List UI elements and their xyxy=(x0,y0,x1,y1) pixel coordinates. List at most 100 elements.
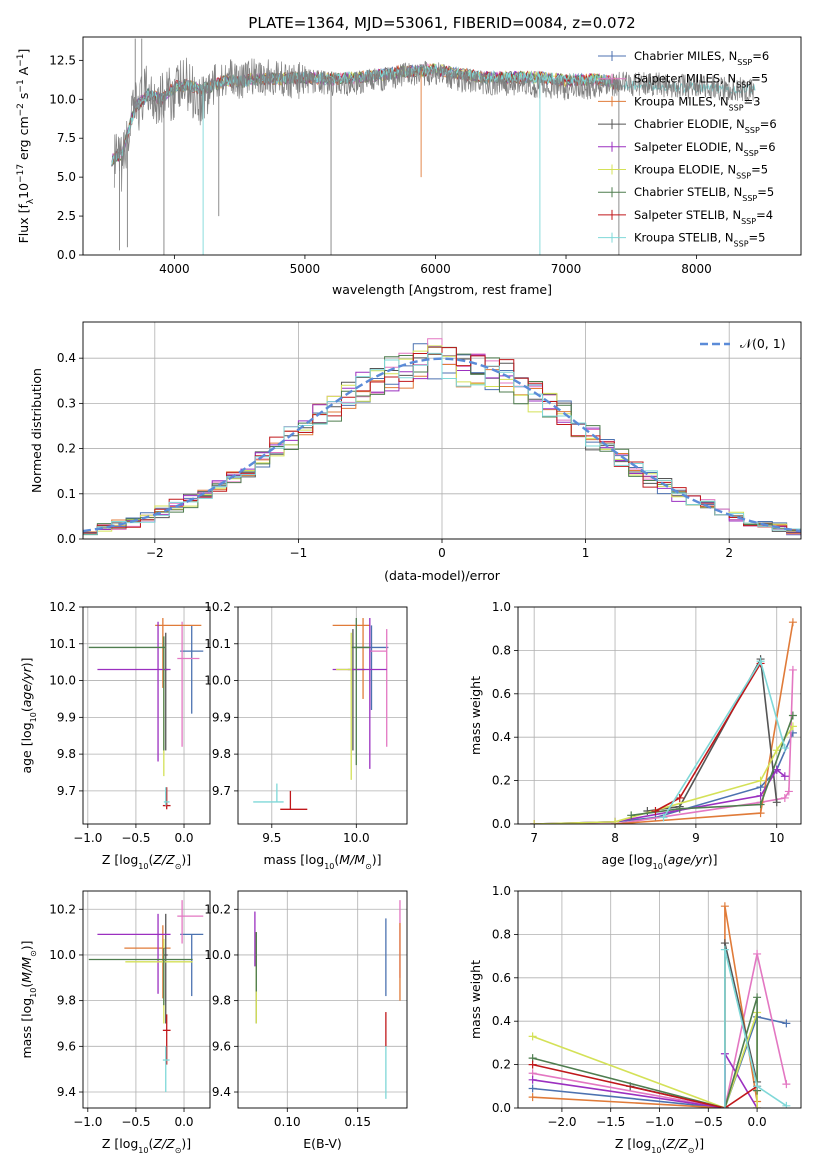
x-tick-label: 4000 xyxy=(159,262,190,276)
chart-age_vs_Z: −1.0 −0.5 0.0 9.7 9.8 9.9 10.0 10.1 10.2 Z [log10… xyxy=(19,600,211,871)
y-tick-label: 0.3 xyxy=(57,396,76,410)
data-layer xyxy=(83,338,801,538)
chart-weight_vs_Z: −2.0 −1.5 −1.0 −0.5 0.0 0.0 0.2 0.4 0.6 0.8 1.0 Z [… xyxy=(468,884,802,1155)
weight-marker-1 xyxy=(782,1080,791,1089)
y-tick-label: 0.0 xyxy=(492,1101,511,1115)
chart-spectrum: 4000 5000 6000 7000 8000 0.0 2.5 5.0 7.5 10.0 12.5… xyxy=(16,36,802,297)
x-tick-label: 7000 xyxy=(551,262,582,276)
axes-frame xyxy=(82,606,211,825)
x-tick-label: −0.5 xyxy=(121,831,150,845)
weight-marker-7 xyxy=(651,806,660,815)
weight-marker-8 xyxy=(782,1101,791,1108)
x-tick-label: 7 xyxy=(530,831,538,845)
y-tick-label: 0.2 xyxy=(492,774,511,788)
y-tick-label: 2.5 xyxy=(57,209,76,223)
y-tick-label: 9.8 xyxy=(212,747,231,761)
legend-entry-2: Kroupa MILES, NSSP=3 xyxy=(634,94,760,112)
x-axis-label: wavelength [Angstrom, rest frame] xyxy=(332,282,552,297)
weight-line-7 xyxy=(532,1063,758,1108)
x-tick-label: −1.0 xyxy=(73,831,102,845)
legend-entry-8: Kroupa STELIB, NSSP=5 xyxy=(634,231,765,249)
y-tick-label: 10.0 xyxy=(204,948,231,962)
weight-marker-8 xyxy=(720,1104,729,1108)
x-tick-label: −1.0 xyxy=(645,1115,674,1129)
x-tick-label: 0 xyxy=(438,546,446,560)
weight-marker-2 xyxy=(720,902,729,911)
weight-marker-4 xyxy=(772,765,781,774)
axes-frame xyxy=(237,890,408,1109)
legend-entry-0: Chabrier MILES, NSSP=6 xyxy=(634,49,769,67)
x-tick-label: 6000 xyxy=(420,262,451,276)
weight-line-8 xyxy=(724,949,787,1108)
axes-frame xyxy=(517,606,802,825)
x-tick-label: 0.0 xyxy=(174,1115,193,1129)
y-tick-label: 0.6 xyxy=(492,687,511,701)
x-tick-label: 10 xyxy=(769,831,784,845)
weight-marker-1 xyxy=(780,793,789,802)
y-tick-label: 9.6 xyxy=(57,1039,76,1053)
data-layer xyxy=(88,900,204,1093)
x-axis-label: age [log10(age/yr)] xyxy=(601,852,717,871)
y-tick-label: 10.1 xyxy=(204,637,231,651)
axes-frame xyxy=(82,890,211,1109)
x-tick-label: −2 xyxy=(146,546,164,560)
y-tick-label: 10.0 xyxy=(49,948,76,962)
x-tick-label: −0.5 xyxy=(694,1115,723,1129)
weight-marker-7 xyxy=(675,793,684,802)
weight-marker-6 xyxy=(788,711,797,720)
weight-marker-5 xyxy=(788,722,797,731)
y-axis-label: Flux [fλ10−17 erg cm−2 s−1 A−1] xyxy=(16,49,36,244)
x-axis-label: Z [log10(Z/Z⊙)] xyxy=(615,1136,704,1155)
chart-mass_vs_ebv: 0.10 0.15 9.4 9.6 9.8 10.0 10.2 E(B-V) xyxy=(204,890,408,1151)
weight-marker-2 xyxy=(756,809,765,818)
x-tick-label: −2.0 xyxy=(547,1115,576,1129)
y-axis-label: mass weight xyxy=(468,960,483,1039)
weight-marker-5 xyxy=(611,817,620,824)
residual-histogram-8 xyxy=(83,352,801,535)
axes-frame xyxy=(82,321,802,540)
y-tick-label: 10.0 xyxy=(204,674,231,688)
y-axis-label: age [log10(age/yr)] xyxy=(19,657,38,773)
y-tick-label: 9.4 xyxy=(212,1085,231,1099)
y-tick-label: 9.9 xyxy=(57,710,76,724)
y-tick-label: 1.0 xyxy=(492,600,511,614)
x-tick-label: −1.0 xyxy=(73,1115,102,1129)
axes-frame xyxy=(82,36,802,256)
weight-marker-5 xyxy=(756,776,765,785)
y-tick-label: 0.2 xyxy=(492,1058,511,1072)
x-tick-label: −1 xyxy=(290,546,308,560)
weight-marker-8 xyxy=(659,813,668,822)
x-tick-label: 0.0 xyxy=(174,831,193,845)
legend-gaussian-label: 𝒩(0, 1) xyxy=(740,336,786,351)
x-axis-label: E(B-V) xyxy=(303,1136,342,1151)
weight-marker-7 xyxy=(528,1060,537,1069)
weight-marker-8 xyxy=(720,945,729,954)
chart-residuals: −2 −1 0 1 2 0.0 0.1 0.2 0.3 0.4 (data-model)/error… xyxy=(29,321,802,583)
x-tick-label: 0.0 xyxy=(748,1115,767,1129)
gaussian-curve xyxy=(83,357,801,533)
y-tick-label: 0.1 xyxy=(57,487,76,501)
data-layer xyxy=(253,618,389,810)
chart-weight_vs_age: 7 8 9 10 0.0 0.2 0.4 0.6 0.8 1.0 age [log10(age/yr… xyxy=(468,600,802,871)
legend-entry-4: Salpeter ELODIE, NSSP=6 xyxy=(634,140,776,158)
weight-marker-5 xyxy=(772,746,781,755)
y-tick-label: 9.9 xyxy=(212,710,231,724)
weight-marker-2 xyxy=(788,618,797,627)
y-tick-label: 0.0 xyxy=(492,817,511,831)
y-tick-label: 9.6 xyxy=(212,1039,231,1053)
y-tick-label: 9.7 xyxy=(57,784,76,798)
y-tick-label: 9.8 xyxy=(212,994,231,1008)
weight-line-1 xyxy=(534,669,794,824)
x-tick-label: −1.5 xyxy=(596,1115,625,1129)
x-tick-label: 0.10 xyxy=(274,1115,301,1129)
y-tick-label: 10.0 xyxy=(49,674,76,688)
y-tick-label: 0.4 xyxy=(492,1014,511,1028)
y-tick-label: 0.8 xyxy=(492,927,511,941)
y-tick-label: 10.2 xyxy=(49,600,76,614)
x-tick-label: 2 xyxy=(725,546,733,560)
data-layer xyxy=(254,900,401,1099)
weight-marker-6 xyxy=(675,804,684,813)
legend-entry-1: Salpeter MILES, NSSP=5 xyxy=(634,72,768,90)
weight-line-2 xyxy=(614,622,794,824)
